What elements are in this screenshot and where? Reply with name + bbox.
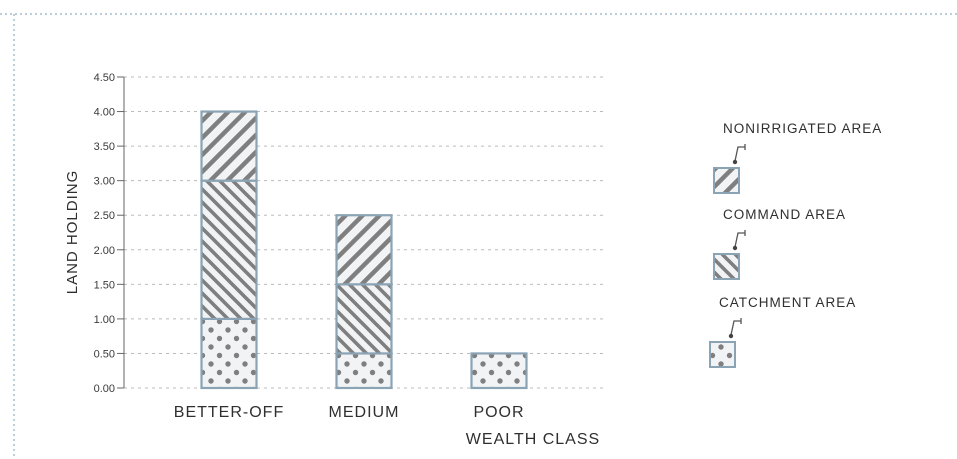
x-category-label: BETTER-OFF	[174, 404, 284, 421]
legend-leader-dot	[732, 159, 738, 165]
legend: NONIRRIGATED AREA COMMAND AREA CATCHMENT A…	[709, 121, 882, 368]
bar-segment	[200, 179, 258, 320]
x-category-label: POOR	[473, 404, 524, 421]
x-category-labels: BETTER-OFF MEDIUM POOR	[174, 404, 524, 421]
y-tick-label: 3.50	[94, 141, 115, 153]
legend-leader-dot	[728, 333, 734, 339]
y-tick-label: 1.50	[94, 279, 115, 291]
bars	[200, 110, 528, 390]
y-tick-label: 2.00	[94, 245, 115, 257]
bar-segment	[200, 317, 258, 390]
y-tick-label: 4.00	[94, 107, 115, 119]
bar-segment	[335, 283, 393, 355]
bar-segment	[470, 352, 528, 390]
legend-leader	[734, 146, 745, 162]
y-tick-labels: 0.00 0.50 1.00 1.50 2.00 2.50 3.00 3.50 4.00 4.50	[94, 72, 115, 395]
legend-swatch	[713, 167, 740, 194]
legend-swatch	[713, 253, 740, 280]
y-tick-label: 0.50	[94, 348, 115, 360]
legend-leader	[734, 232, 745, 248]
legend-label: CATCHMENT AREA	[719, 295, 856, 310]
legend-label: COMMAND AREA	[723, 207, 846, 222]
y-tick-label: 1.00	[94, 314, 115, 326]
y-tick-label: 3.00	[94, 176, 115, 188]
x-category-label: MEDIUM	[329, 404, 400, 421]
y-axis-title: LAND HOLDING	[64, 170, 81, 295]
legend-swatch	[709, 341, 736, 368]
legend-label: NONIRRIGATED AREA	[723, 121, 882, 136]
x-axis-title: WEALTH CLASS	[466, 431, 600, 448]
y-tick-label: 2.50	[94, 210, 115, 222]
legend-leader	[730, 320, 741, 336]
bar-segment	[335, 214, 393, 286]
y-tick-label: 4.50	[94, 72, 115, 84]
bar-segment	[200, 110, 258, 182]
legend-leader-dot	[732, 245, 738, 251]
bar-segment	[335, 352, 393, 390]
y-tick-label: 0.00	[94, 383, 115, 395]
